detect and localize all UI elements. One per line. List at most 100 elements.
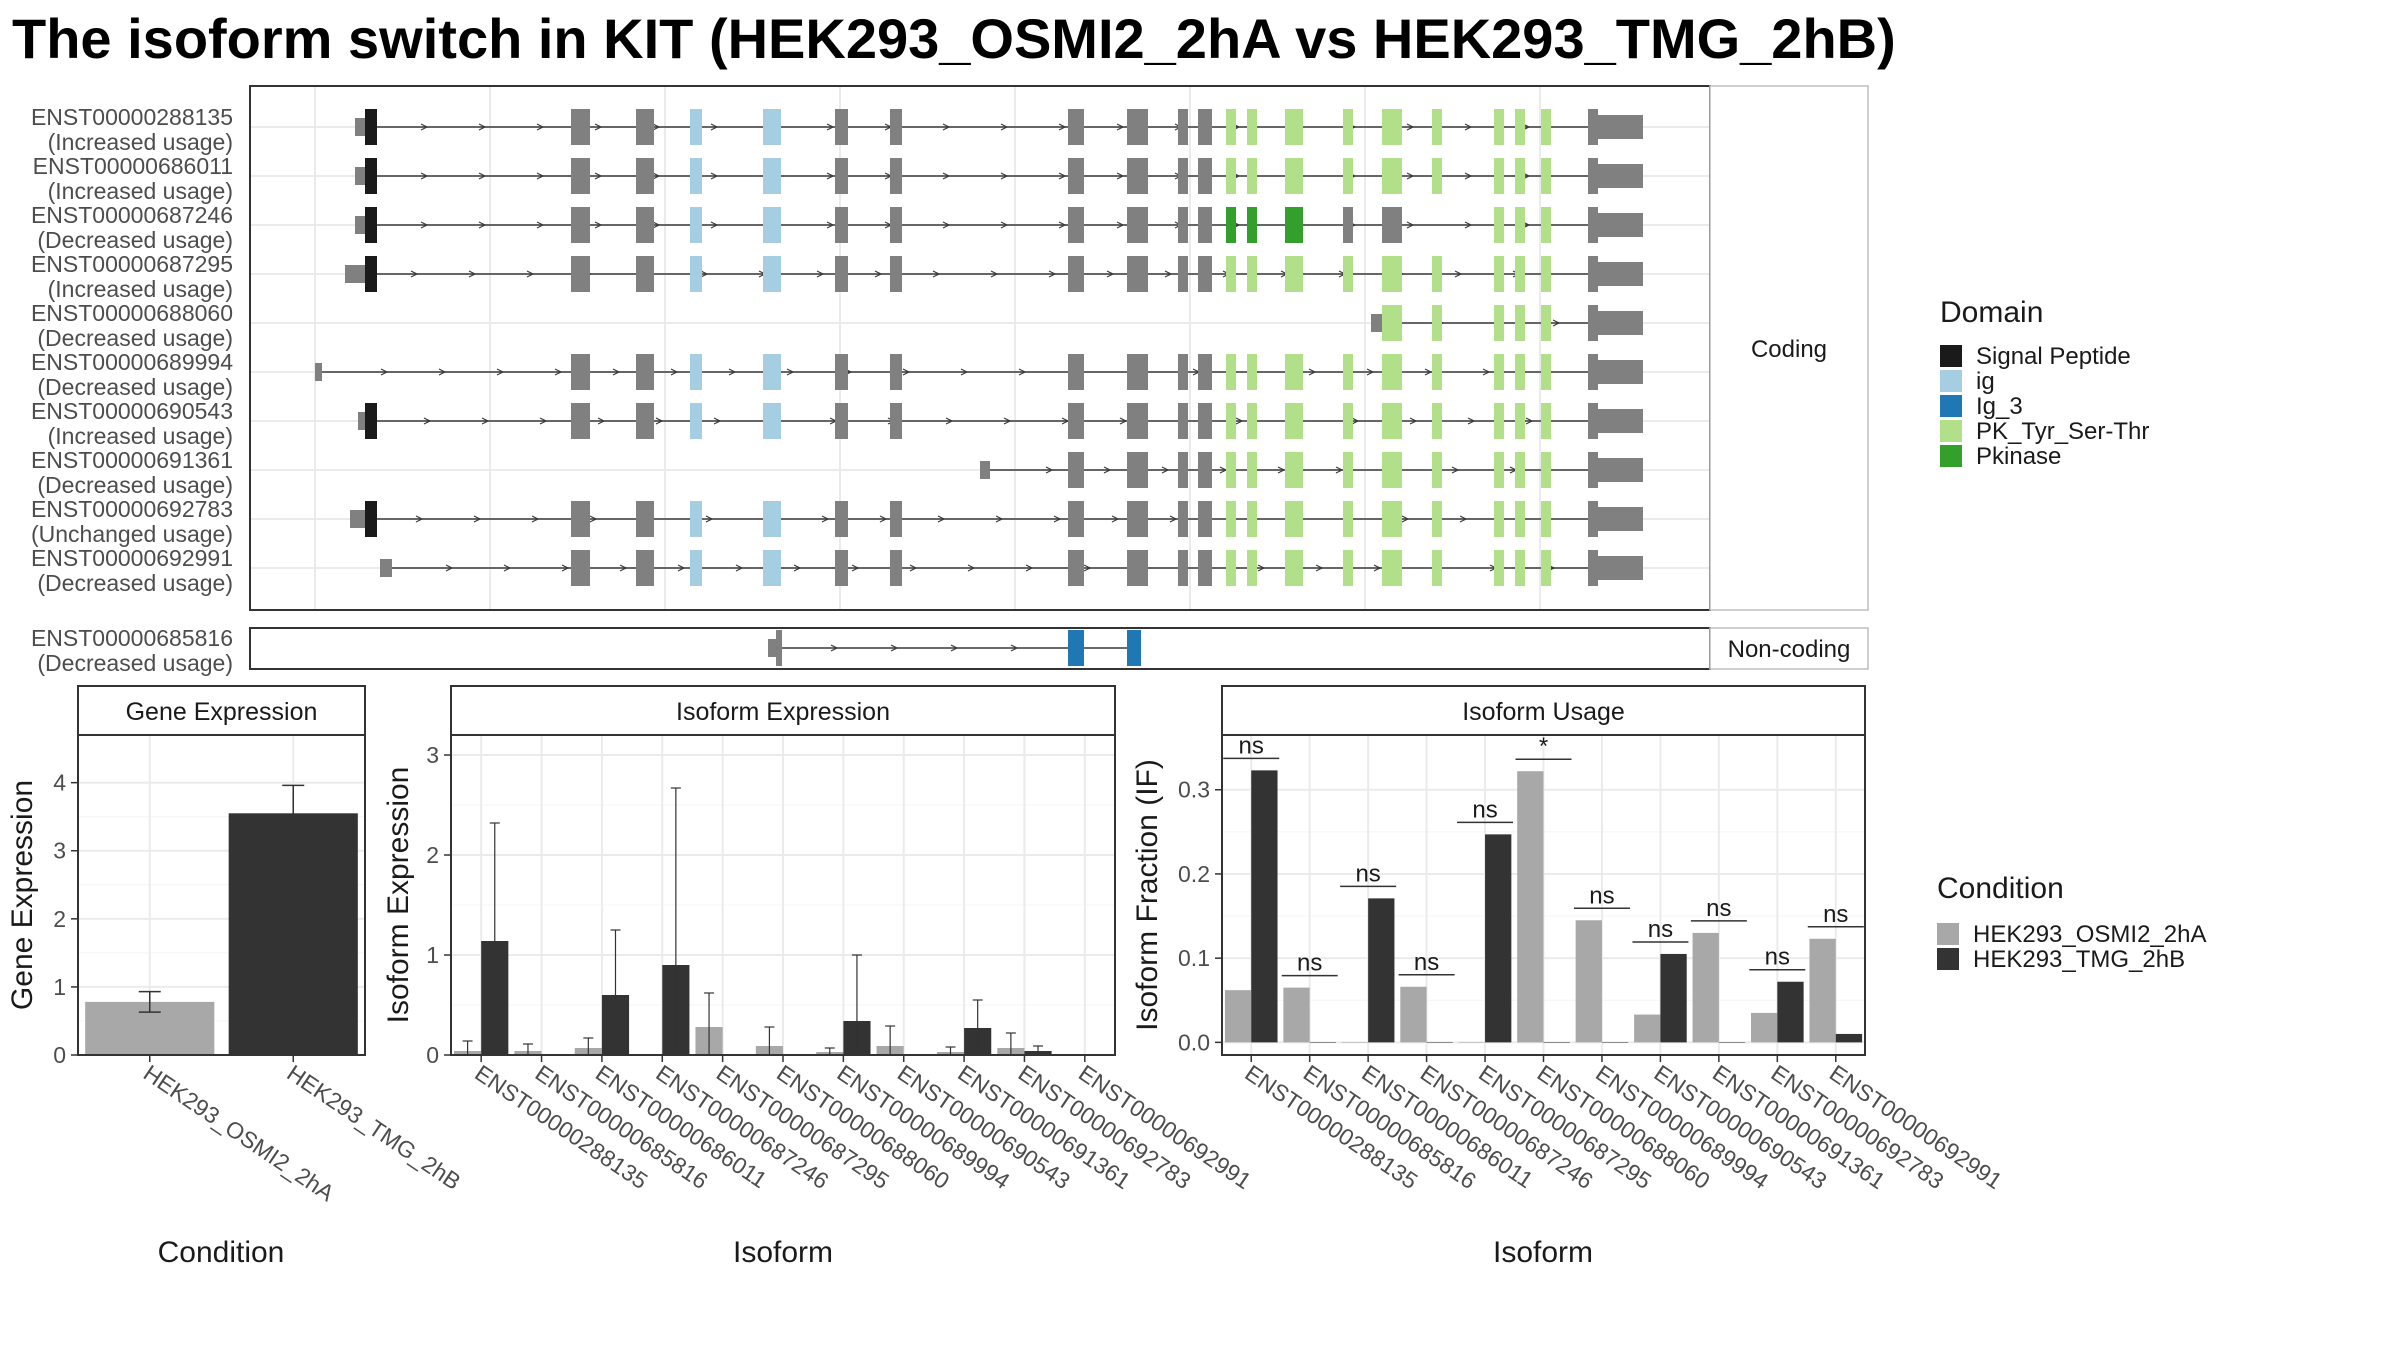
strand-arrow: [1116, 221, 1125, 229]
bar: [228, 813, 358, 1055]
exon-block: [571, 158, 590, 194]
strand-arrow: [655, 417, 664, 425]
strand-arrow: [1235, 417, 1244, 425]
exon-block: [835, 158, 848, 194]
exon-block: [1343, 109, 1353, 145]
transcript-status-label: (Decreased usage): [37, 227, 233, 253]
bar: [1458, 1042, 1486, 1043]
exon-block: [1598, 556, 1643, 580]
exon-block: [690, 501, 702, 537]
significance-label: ns: [1355, 860, 1380, 887]
exon-block: [835, 403, 848, 439]
y-tick-label: 0: [426, 1042, 439, 1068]
transcript-status-label: (Increased usage): [48, 129, 233, 155]
exon-block: [1598, 213, 1643, 237]
bar: [1224, 990, 1252, 1043]
exon-block: [763, 207, 781, 243]
bar: [1251, 770, 1278, 1043]
exon-block: [1541, 109, 1551, 145]
exon-block: [636, 158, 654, 194]
exon-block: [1198, 403, 1212, 439]
significance-label: ns: [1823, 901, 1848, 928]
y-tick-label: 1: [426, 942, 439, 968]
exon-block: [1247, 207, 1257, 243]
exon-block: [690, 550, 702, 586]
exon-block: [1494, 158, 1504, 194]
domain-legend-swatch: [1940, 445, 1962, 467]
strand-arrow: [705, 515, 714, 523]
bar: [1368, 898, 1395, 1043]
strand-arrow: [1048, 270, 1057, 278]
exon-block: [690, 207, 702, 243]
exon-block: [1382, 158, 1402, 194]
bar-charts: Gene Expression01234HEK293_OSMI2_2hAHEK2…: [6, 685, 2007, 1269]
strand-arrow: [1116, 172, 1125, 180]
utr-exon: [355, 216, 365, 234]
exon-block: [1226, 256, 1236, 292]
exon-block: [1588, 207, 1598, 243]
exon-block: [1382, 501, 1402, 537]
significance-label: ns: [1297, 950, 1322, 977]
strand-arrow: [710, 123, 719, 131]
significance-label: *: [1539, 733, 1548, 760]
strand-arrow: [1335, 466, 1344, 474]
bar: [1692, 932, 1719, 1043]
exon-block: [690, 403, 702, 439]
strand-arrow: [468, 270, 477, 278]
exon-block: [1515, 109, 1525, 145]
y-axis-title: Isoform Fraction (IF): [1131, 759, 1164, 1031]
transcript-status-label: (Increased usage): [48, 423, 233, 449]
strand-arrow: [1482, 368, 1491, 376]
domain-legend-swatch: [1940, 420, 1962, 442]
strand-arrow: [652, 123, 661, 131]
exon-block: [1494, 501, 1504, 537]
exon-block: [690, 158, 702, 194]
strand-arrow: [1308, 368, 1317, 376]
strand-arrow: [420, 123, 429, 131]
bar: [1575, 920, 1602, 1043]
exon-block: [1226, 452, 1236, 488]
exon-block: [1198, 452, 1212, 488]
exon-block: [1068, 207, 1084, 243]
exon-block: [1068, 452, 1084, 488]
exon-block: [1247, 550, 1257, 586]
exon-block: [1285, 501, 1303, 537]
exon-block: [571, 256, 590, 292]
strand-arrow: [594, 221, 603, 229]
exon-block: [1588, 501, 1598, 537]
y-tick-label: 1: [53, 974, 66, 1000]
y-tick-label: 0.2: [1178, 861, 1210, 887]
strand-arrow: [531, 515, 540, 523]
exon-block: [1226, 501, 1236, 537]
exon-block: [1178, 256, 1188, 292]
exon-block: [1127, 550, 1148, 586]
y-axis-title: Gene Expression: [6, 780, 39, 1010]
strand-arrow: [1053, 515, 1062, 523]
exon-block: [1343, 403, 1353, 439]
exon-block: [1226, 158, 1236, 194]
bar: [1309, 1042, 1336, 1043]
transcript-status-label: (Decreased usage): [37, 570, 233, 596]
exon-block: [365, 109, 377, 145]
exon-block: [1432, 354, 1442, 390]
exon-block: [1127, 158, 1148, 194]
significance-label: ns: [1414, 949, 1439, 976]
exon-block: [1226, 354, 1236, 390]
strand-arrow: [423, 417, 432, 425]
condition-legend-label: HEK293_TMG_2hB: [1973, 946, 2185, 973]
domain-legend-swatch: [1940, 370, 1962, 392]
exon-block: [1127, 452, 1148, 488]
transcript-id-label: ENST00000687246: [31, 202, 233, 228]
exon-block: [571, 207, 590, 243]
strand-arrow: [1409, 417, 1418, 425]
strand-arrow: [597, 417, 606, 425]
exon-block: [835, 354, 848, 390]
exon-block: [763, 109, 781, 145]
strand-arrow: [1164, 270, 1173, 278]
strand-arrow: [950, 644, 959, 652]
exon-block: [1068, 158, 1084, 194]
exon-block: [636, 207, 654, 243]
exon-block: [1515, 403, 1525, 439]
exon-block: [776, 630, 782, 666]
exon-block: [1247, 452, 1257, 488]
